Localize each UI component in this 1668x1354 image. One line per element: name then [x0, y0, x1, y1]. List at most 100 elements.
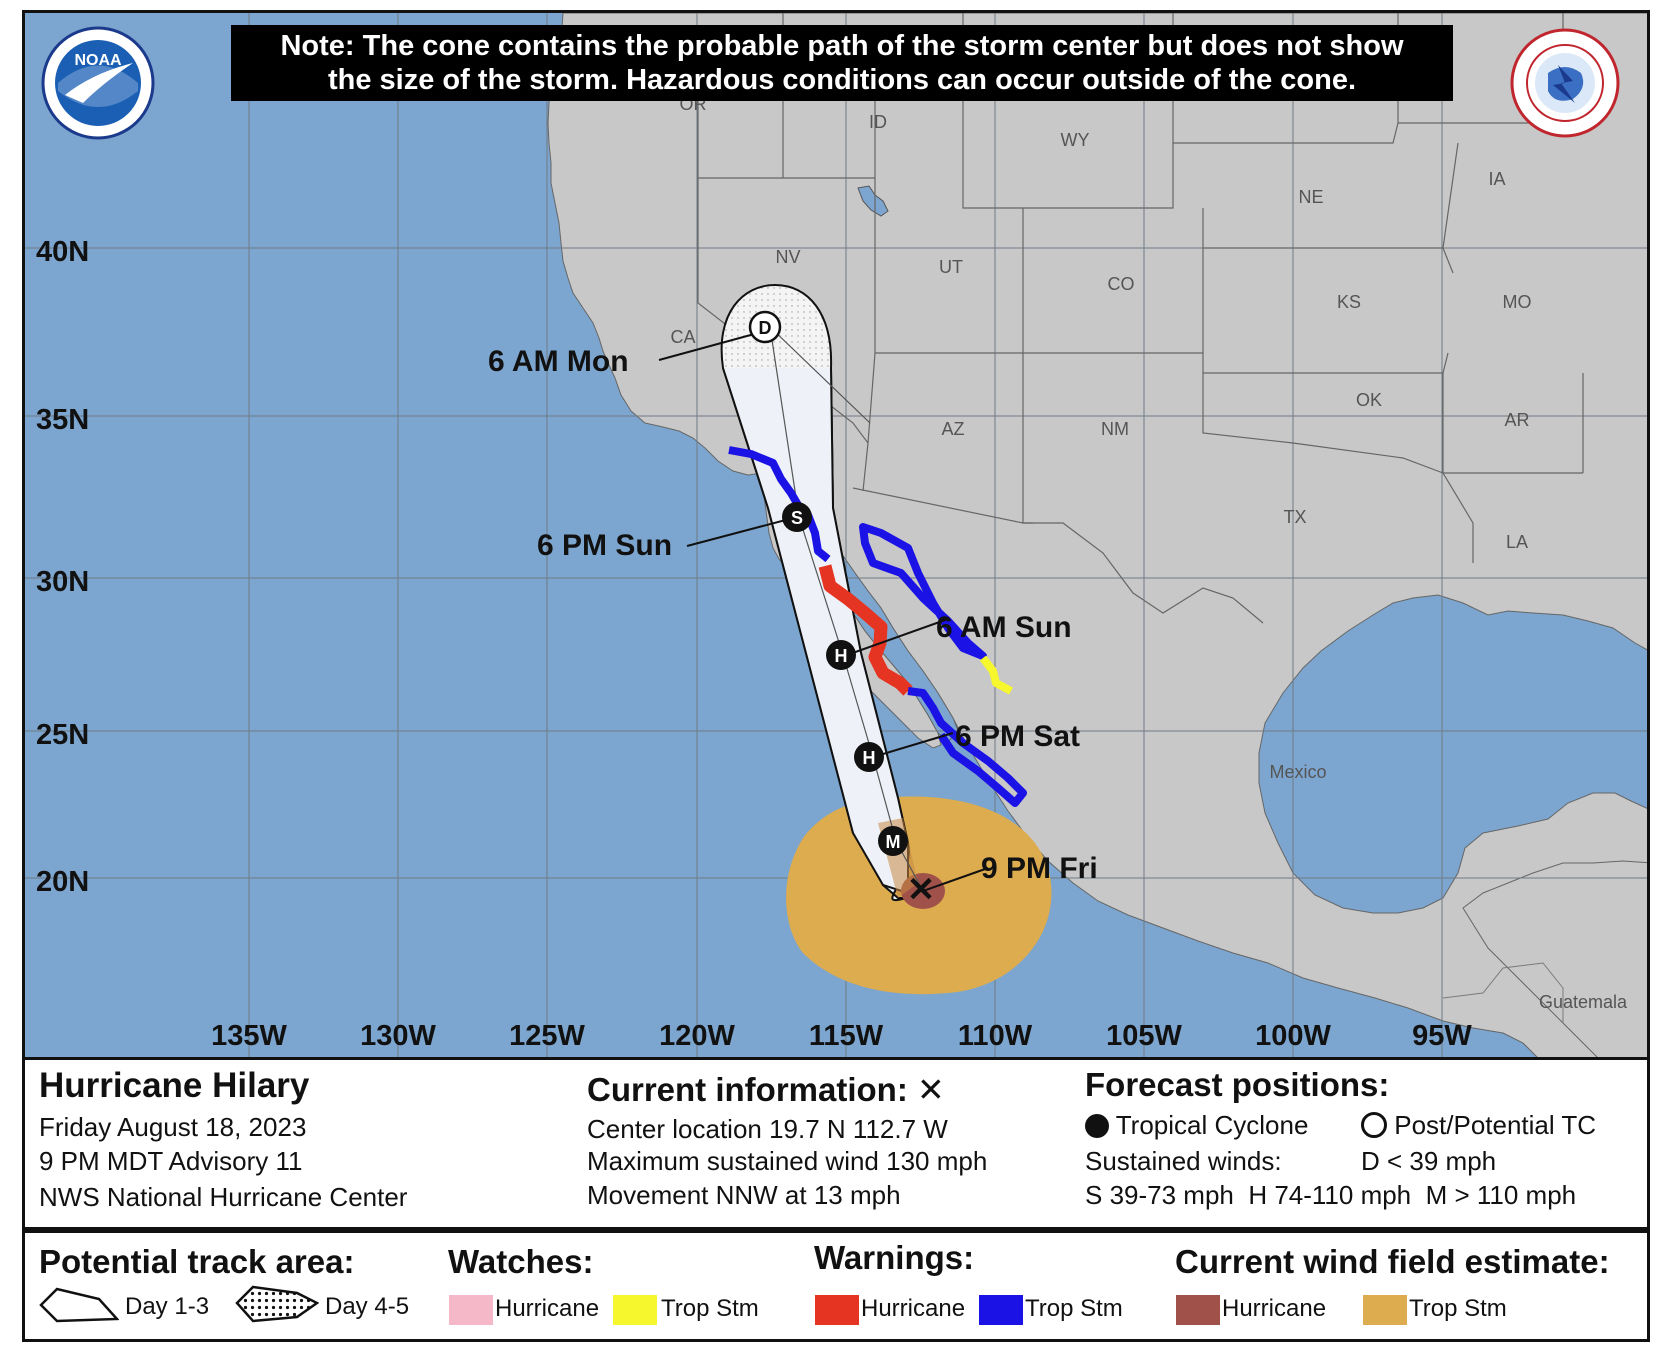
legend-panel: Potential track area: Day 1-3 Day 4-5 Wa…	[22, 1230, 1650, 1342]
marker-h-sat	[854, 742, 884, 772]
advisory-date: Friday August 18, 2023	[39, 1112, 307, 1142]
label-6am-sun: 6 AM Sun	[936, 611, 1072, 644]
trop-storm-warning-pacific	[728, 446, 831, 563]
land-north-america	[547, 13, 1647, 1057]
issuing-center: NWS National Hurricane Center	[39, 1182, 408, 1212]
state-label: MO	[1503, 292, 1532, 312]
storm-name: Hurricane Hilary	[39, 1066, 310, 1105]
trop-storm-warning-swatch	[979, 1295, 1023, 1325]
tropical-cyclone-key: Tropical Cyclone	[1085, 1110, 1308, 1141]
hurricane-watch-label: Hurricane	[495, 1295, 600, 1322]
marker-h-sun-letter: H	[835, 646, 848, 666]
state-label: NM	[1101, 419, 1129, 439]
lon-label: 130W	[360, 1020, 436, 1052]
hurricane-warning-swatch	[815, 1295, 859, 1325]
trop-storm-wind-swatch	[1363, 1295, 1407, 1325]
sustained-winds-label: Sustained winds:	[1085, 1146, 1282, 1176]
open-circle-icon	[1361, 1112, 1387, 1138]
nws-logo	[1510, 28, 1620, 138]
post-potential-key: Post/Potential TC	[1361, 1110, 1596, 1141]
current-info-heading: Current information: ✕	[587, 1071, 945, 1108]
state-label: NE	[1298, 187, 1323, 207]
track-area-heading: Potential track area:	[39, 1243, 355, 1280]
label-6pm-sun: 6 PM Sun	[537, 529, 672, 562]
hurricane-wind-swatch	[1176, 1295, 1220, 1325]
lat-label: 30N	[36, 566, 89, 598]
lon-label: 125W	[509, 1020, 585, 1052]
trop-storm-warning-south	[907, 687, 1027, 807]
day45-cone-icon	[235, 1285, 319, 1323]
lat-label: 35N	[36, 404, 89, 436]
cone-disclaimer: Note: The cone contains the probable pat…	[231, 25, 1453, 101]
state-label: LA	[1506, 532, 1528, 552]
label-9pm-fri: 9 PM Fri	[981, 852, 1098, 885]
country-label-mexico: Mexico	[1269, 762, 1326, 782]
state-label: UT	[939, 257, 963, 277]
marker-d	[748, 310, 782, 344]
forecast-positions-heading: Forecast positions:	[1085, 1066, 1390, 1103]
lat-label: 20N	[36, 866, 89, 898]
hurricane-watch-swatch	[449, 1295, 493, 1325]
marker-m-letter: M	[886, 832, 901, 852]
noaa-logo-text: NOAA	[74, 52, 122, 69]
tropical-cyclone-label: Tropical Cyclone	[1115, 1110, 1309, 1140]
lat-label: 40N	[36, 236, 89, 268]
state-label: ID	[869, 112, 887, 132]
lon-label: 120W	[659, 1020, 735, 1052]
filled-circle-icon	[1085, 1114, 1109, 1138]
watches-heading: Watches:	[448, 1243, 594, 1280]
cone-disclaimer-line2: the size of the storm. Hazardous conditi…	[327, 64, 1357, 96]
label-6am-mon: 6 AM Mon	[488, 345, 629, 378]
warnings-heading: Warnings:	[814, 1239, 975, 1276]
wind-field-heading: Current wind field estimate:	[1175, 1243, 1610, 1280]
state-label: KS	[1337, 292, 1361, 312]
day13-cone-icon	[39, 1287, 119, 1323]
d-winds: D < 39 mph	[1361, 1146, 1497, 1176]
hurricane-warning-label: Hurricane	[861, 1295, 966, 1322]
lon-label: 135W	[211, 1020, 287, 1052]
marker-s	[782, 502, 812, 532]
state-label: CO	[1108, 274, 1135, 294]
intensity-key: S 39-73 mph H 74-110 mph M > 110 mph	[1085, 1180, 1577, 1210]
lon-label: 100W	[1255, 1020, 1331, 1052]
movement: Movement NNW at 13 mph	[587, 1180, 901, 1210]
state-label: AR	[1504, 410, 1529, 430]
state-label: OK	[1356, 390, 1382, 410]
map-frame: D S H H M ✕ 6 AM Mon 6 PM Sun 6 AM Sun 6…	[22, 10, 1650, 1060]
hurricane-wind-label: Hurricane	[1222, 1295, 1327, 1322]
noaa-logo: NOAA	[41, 26, 155, 140]
state-label: TX	[1283, 507, 1306, 527]
state-label: NV	[775, 247, 800, 267]
marker-m	[878, 826, 908, 856]
trop-storm-watch	[979, 655, 1013, 695]
map-canvas: D S H H M ✕ 6 AM Mon 6 PM Sun 6 AM Sun 6…	[25, 13, 1647, 1057]
lon-label: 110W	[958, 1020, 1033, 1052]
state-label: WY	[1061, 130, 1090, 150]
cone-disclaimer-line1: Note: The cone contains the probable pat…	[280, 30, 1404, 62]
marker-s-letter: S	[791, 508, 803, 528]
marker-d-letter: D	[759, 318, 772, 338]
forecast-markers: D S H H M ✕	[658, 310, 989, 909]
hurricane-warning	[818, 564, 913, 696]
trop-storm-watch-label: Trop Stm	[661, 1295, 759, 1322]
lon-label: 95W	[1412, 1020, 1472, 1052]
state-label: IA	[1488, 169, 1505, 189]
max-wind: Maximum sustained wind 130 mph	[587, 1146, 988, 1176]
lat-label: 25N	[36, 719, 89, 751]
trop-storm-watch-swatch	[613, 1295, 657, 1325]
marker-h-sun	[826, 640, 856, 670]
current-position-x: ✕	[907, 871, 936, 909]
great-salt-lake	[857, 185, 889, 217]
label-6pm-sat: 6 PM Sat	[955, 720, 1080, 753]
trop-storm-wind-label: Trop Stm	[1409, 1295, 1507, 1322]
land-yucatan	[1462, 860, 1647, 1057]
trop-storm-warning-gulf	[859, 523, 987, 660]
lon-label: 105W	[1106, 1020, 1182, 1052]
info-panel: Hurricane Hilary Friday August 18, 2023 …	[22, 1060, 1650, 1230]
trop-storm-warning-label: Trop Stm	[1025, 1295, 1123, 1322]
day45-label: Day 4-5	[325, 1293, 410, 1320]
day13-label: Day 1-3	[125, 1293, 210, 1320]
center-location: Center location 19.7 N 112.7 W	[587, 1114, 948, 1144]
state-label: AZ	[941, 419, 964, 439]
